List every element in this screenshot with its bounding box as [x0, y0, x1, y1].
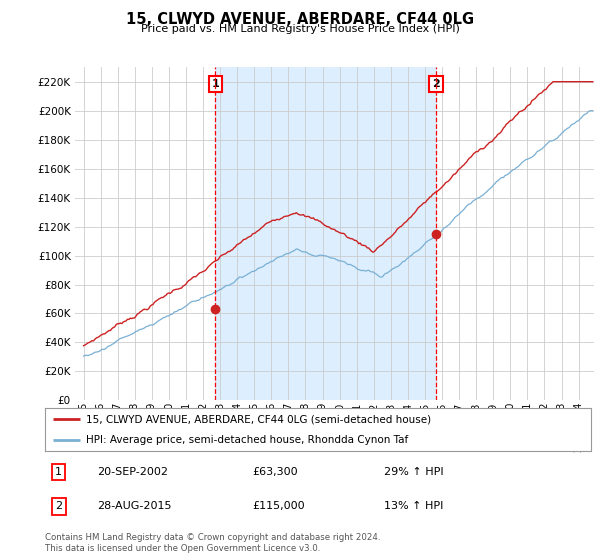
Text: 15, CLWYD AVENUE, ABERDARE, CF44 0LG (semi-detached house): 15, CLWYD AVENUE, ABERDARE, CF44 0LG (se… — [86, 414, 431, 424]
Text: £115,000: £115,000 — [253, 501, 305, 511]
Text: 13% ↑ HPI: 13% ↑ HPI — [383, 501, 443, 511]
Text: 20-SEP-2002: 20-SEP-2002 — [97, 467, 168, 477]
Text: 29% ↑ HPI: 29% ↑ HPI — [383, 467, 443, 477]
Text: Price paid vs. HM Land Registry's House Price Index (HPI): Price paid vs. HM Land Registry's House … — [140, 24, 460, 34]
Bar — [215, 67, 436, 400]
Text: 2024: 2024 — [574, 427, 584, 452]
Text: HPI: Average price, semi-detached house, Rhondda Cynon Taf: HPI: Average price, semi-detached house,… — [86, 435, 408, 445]
Text: Contains HM Land Registry data © Crown copyright and database right 2024.
This d: Contains HM Land Registry data © Crown c… — [45, 533, 380, 553]
Text: £63,300: £63,300 — [253, 467, 298, 477]
Text: 15, CLWYD AVENUE, ABERDARE, CF44 0LG: 15, CLWYD AVENUE, ABERDARE, CF44 0LG — [126, 12, 474, 27]
Text: 2: 2 — [55, 501, 62, 511]
Text: 28-AUG-2015: 28-AUG-2015 — [97, 501, 172, 511]
Text: 1: 1 — [55, 467, 62, 477]
Text: 1: 1 — [211, 79, 219, 89]
Text: 2: 2 — [432, 79, 440, 89]
